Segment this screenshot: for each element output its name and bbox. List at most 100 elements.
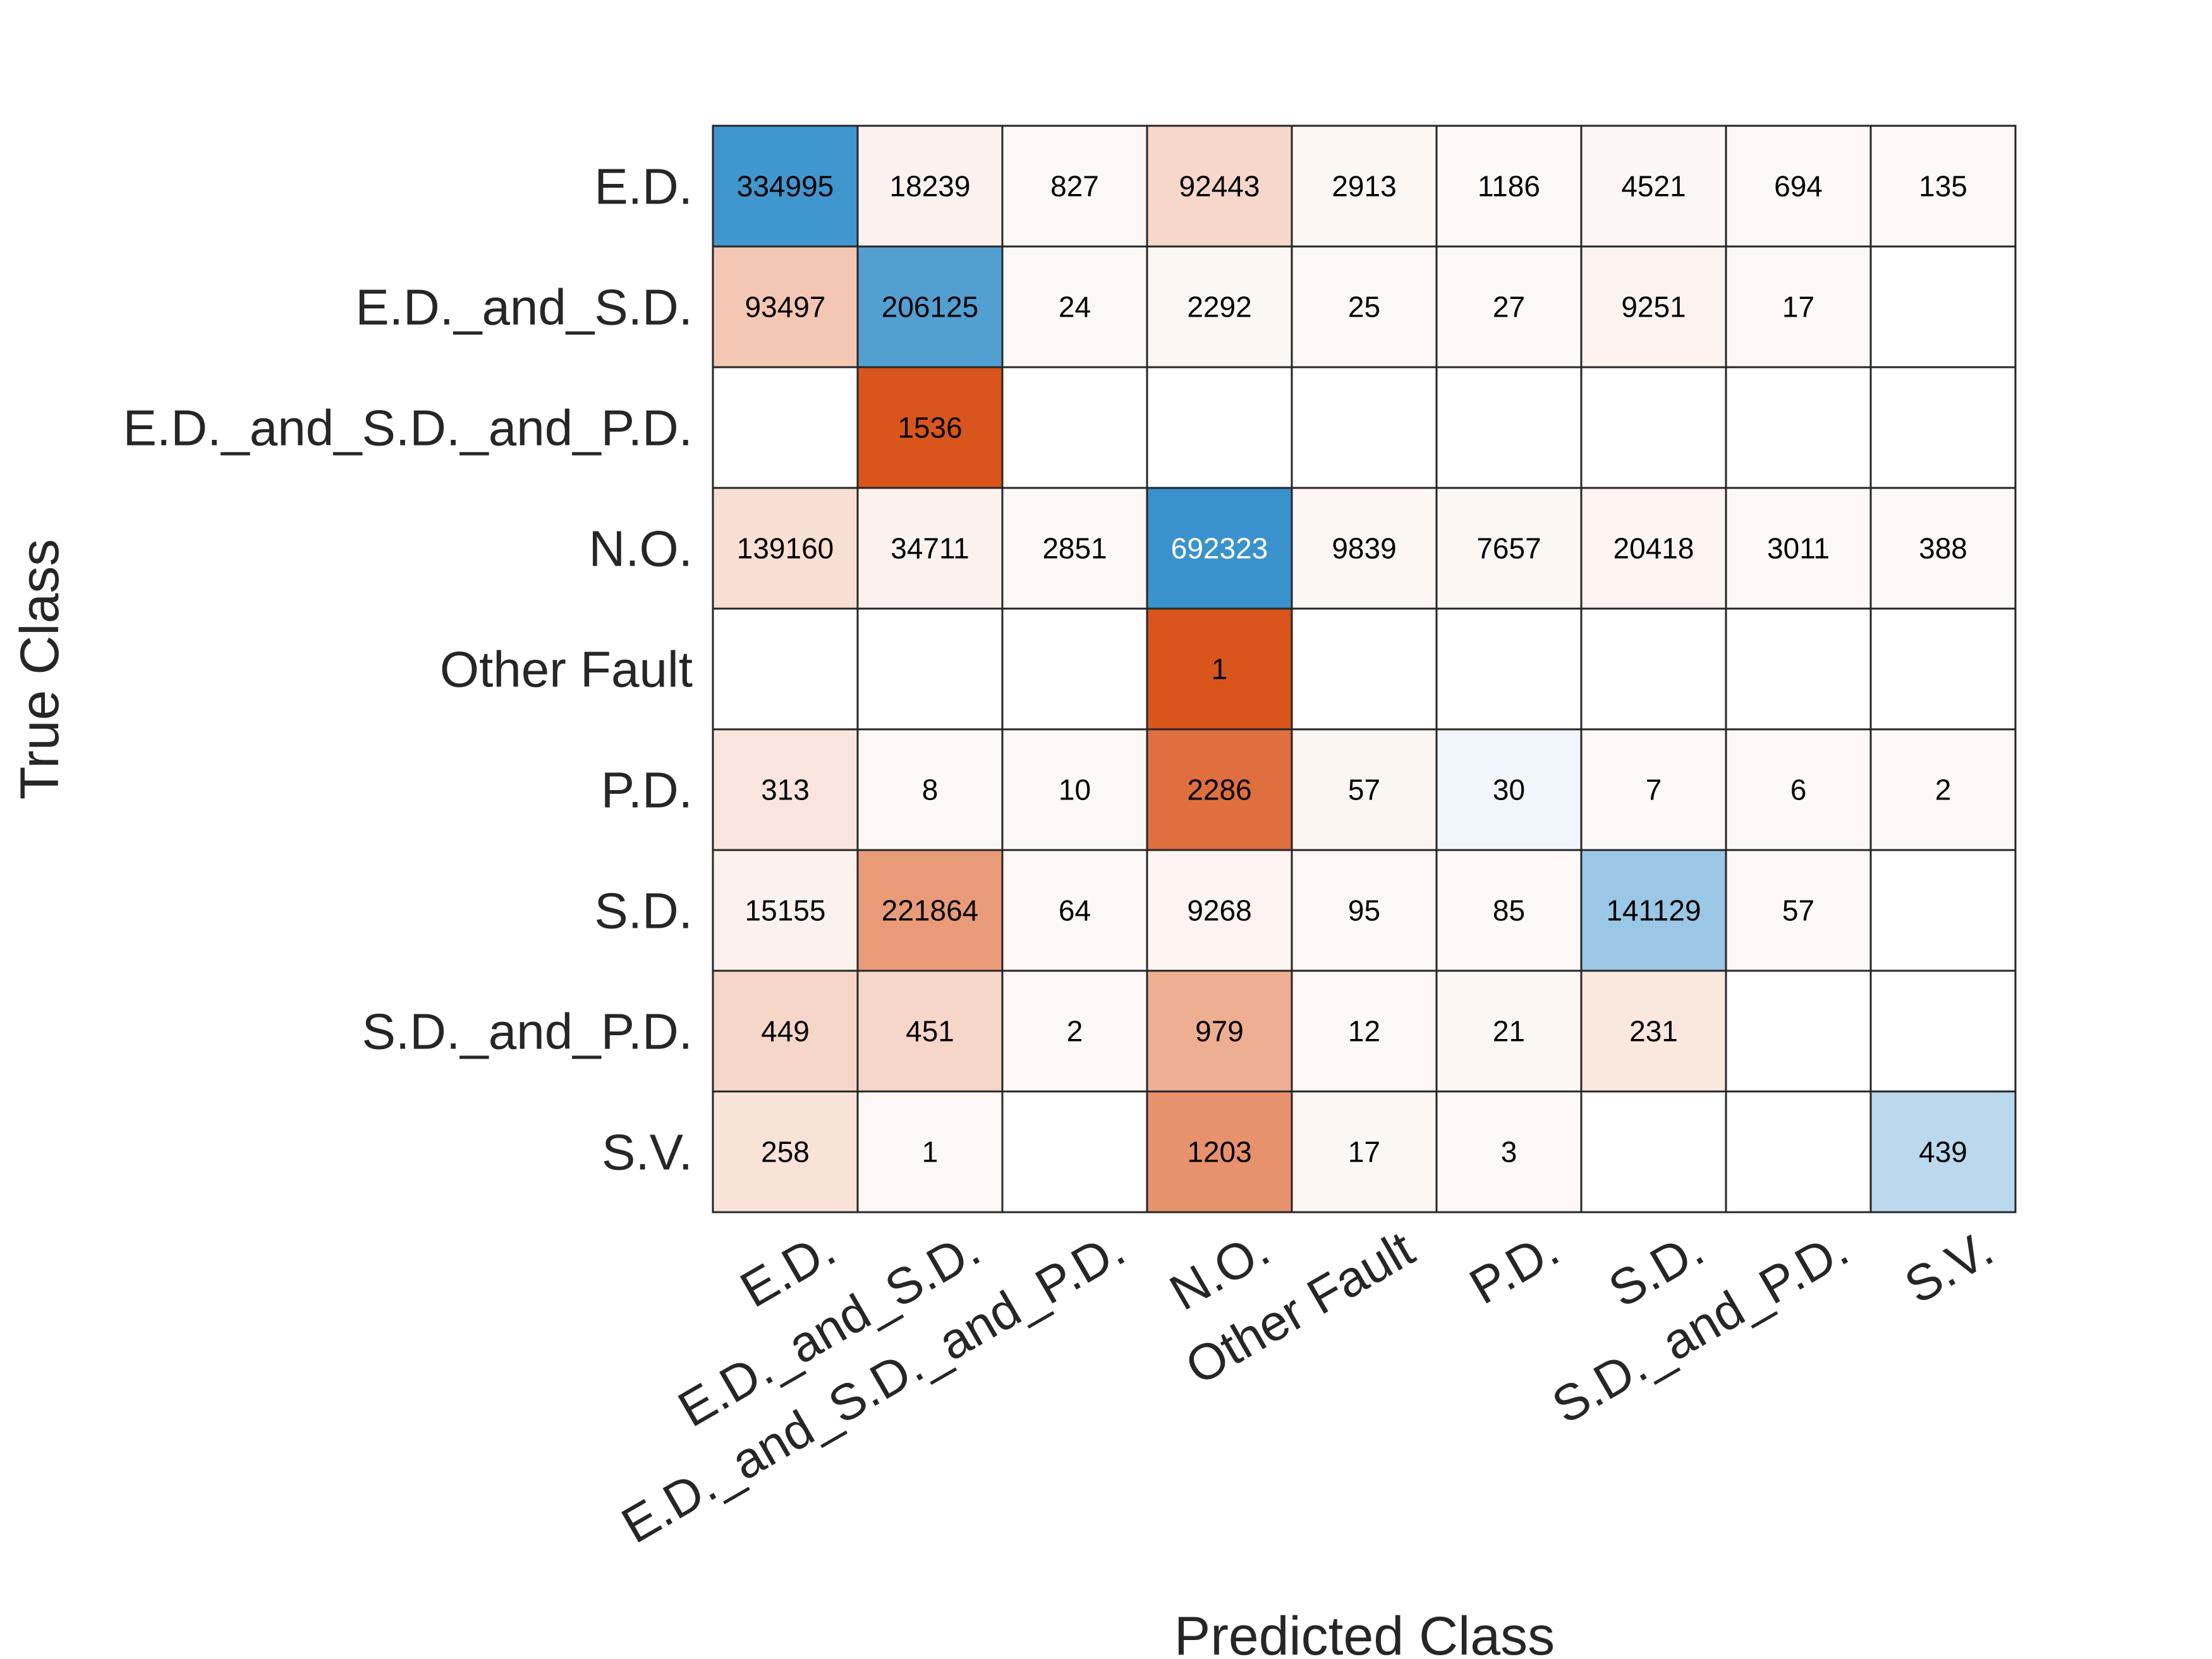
cell-value-label: 20418 — [1613, 532, 1694, 565]
matrix-cell — [712, 1090, 859, 1213]
cell-value-label: 2 — [1935, 774, 1952, 806]
cell-value-label: 85 — [1493, 894, 1525, 927]
matrix-cell — [1580, 607, 1727, 731]
cell-value-label: 221864 — [882, 894, 979, 927]
matrix-cell — [1869, 849, 2017, 972]
cell-value-label: 10 — [1059, 774, 1091, 806]
y-tick-label: N.O. — [589, 521, 693, 577]
y-tick-label: S.D._and_P.D. — [362, 1004, 693, 1060]
cell-value-label: 17 — [1782, 291, 1814, 324]
matrix-cell — [712, 969, 859, 1093]
cell-value-label: 57 — [1348, 774, 1380, 806]
y-tick-label: S.V. — [602, 1124, 693, 1181]
matrix-cell — [1725, 969, 1872, 1093]
matrix-cell — [856, 1090, 1004, 1213]
matrix-cell — [1001, 849, 1148, 972]
matrix-cell — [712, 125, 859, 248]
matrix-cell — [1580, 245, 1727, 368]
cell-value-label: 139160 — [737, 532, 834, 565]
matrix-cell — [1725, 1090, 1872, 1213]
y-tick-label: E.D._and_S.D. — [355, 279, 693, 336]
cell-value-label: 21 — [1493, 1015, 1525, 1048]
cell-value-label: 313 — [761, 774, 810, 806]
matrix-cell — [1001, 1090, 1148, 1213]
cell-value-label: 2 — [1067, 1015, 1083, 1048]
cell-value-label: 694 — [1774, 170, 1823, 203]
matrix-cell — [1869, 366, 2017, 489]
matrix-cell — [712, 366, 859, 489]
cell-value-label: 2292 — [1187, 291, 1251, 324]
cell-value-label: 27 — [1493, 291, 1525, 324]
matrix-cell — [1001, 366, 1148, 489]
cell-value-label: 979 — [1195, 1015, 1244, 1048]
matrix-cell — [1001, 607, 1148, 731]
matrix-cell — [1146, 487, 1293, 610]
matrix-cell — [1580, 366, 1727, 489]
cell-value-label: 334995 — [737, 170, 834, 203]
matrix-cell — [1869, 728, 2017, 851]
cell-value-label: 2286 — [1187, 774, 1251, 806]
cell-value-label: 57 — [1782, 894, 1814, 927]
cell-value-label: 92443 — [1179, 170, 1260, 203]
cell-value-label: 18239 — [890, 170, 971, 203]
x-tick-label: P.D. — [1461, 1220, 1568, 1315]
x-tick-label: S.V. — [1895, 1220, 2002, 1315]
matrix-cell — [1435, 1090, 1583, 1213]
matrix-cell — [1291, 487, 1438, 610]
cell-value-label: 9839 — [1332, 532, 1396, 565]
cell-value-label: 34711 — [890, 532, 969, 565]
matrix-cell — [1291, 245, 1438, 368]
cell-value-label: 4521 — [1621, 170, 1686, 203]
matrix-cell — [1580, 1090, 1727, 1213]
matrix-cell — [1869, 607, 2017, 731]
matrix-cell — [1725, 366, 1872, 489]
cell-value-label: 2913 — [1332, 170, 1396, 203]
matrix-cell — [1001, 245, 1148, 368]
cell-value-label: 30 — [1493, 774, 1525, 806]
matrix-cell — [856, 969, 1004, 1093]
cell-value-label: 827 — [1050, 170, 1099, 203]
matrix-cell — [1725, 728, 1872, 851]
cell-value-label: 1536 — [897, 411, 962, 444]
matrix-cell — [1725, 849, 1872, 972]
matrix-cell — [1435, 366, 1583, 489]
matrix-cell — [856, 607, 1004, 731]
cell-value-label: 9268 — [1187, 894, 1251, 927]
cell-value-label: 24 — [1059, 291, 1091, 324]
y-tick-label: P.D. — [601, 762, 693, 818]
matrix-cell — [1291, 607, 1438, 731]
matrix-cell — [712, 728, 859, 851]
matrix-cell — [1291, 1090, 1438, 1213]
cell-value-label: 1 — [1212, 653, 1228, 686]
cell-value-label: 258 — [761, 1136, 810, 1169]
matrix-cell — [1725, 607, 1872, 731]
matrix-cell — [1725, 245, 1872, 368]
y-tick-label: Other Fault — [440, 641, 693, 698]
y-tick-labels: E.D. E.D._and_S.D. E.D._and_S.D._and_P.D. N… — [123, 159, 693, 1181]
matrix-cell — [1291, 969, 1438, 1093]
matrix-cell — [1146, 125, 1293, 248]
matrix-cell — [712, 849, 859, 972]
cell-value-label: 17 — [1348, 1136, 1380, 1169]
cell-value-label: 7657 — [1476, 532, 1541, 565]
matrix-cell — [856, 487, 1004, 610]
matrix-cell — [1146, 1090, 1293, 1213]
cell-value-label: 692323 — [1171, 532, 1268, 565]
matrix-cell — [1146, 607, 1293, 731]
matrix-cell — [712, 245, 859, 368]
matrix-cells: 334995 18239 827 92443 2913 1186 4521 694 135934… — [712, 125, 2017, 1213]
matrix-cell — [1435, 125, 1583, 248]
matrix-cell — [1435, 849, 1583, 972]
cell-value-label: 388 — [1919, 532, 1967, 565]
cell-value-label: 93497 — [745, 291, 826, 324]
matrix-cell — [1146, 366, 1293, 489]
cell-value-label: 1203 — [1187, 1136, 1251, 1169]
cell-value-label: 1 — [922, 1136, 939, 1169]
matrix-cell — [1291, 366, 1438, 489]
cell-value-label: 95 — [1348, 894, 1380, 927]
matrix-cell — [856, 125, 1004, 248]
matrix-cell — [856, 366, 1004, 489]
cell-value-label: 1186 — [1478, 170, 1540, 203]
cell-value-label: 7 — [1646, 774, 1662, 806]
